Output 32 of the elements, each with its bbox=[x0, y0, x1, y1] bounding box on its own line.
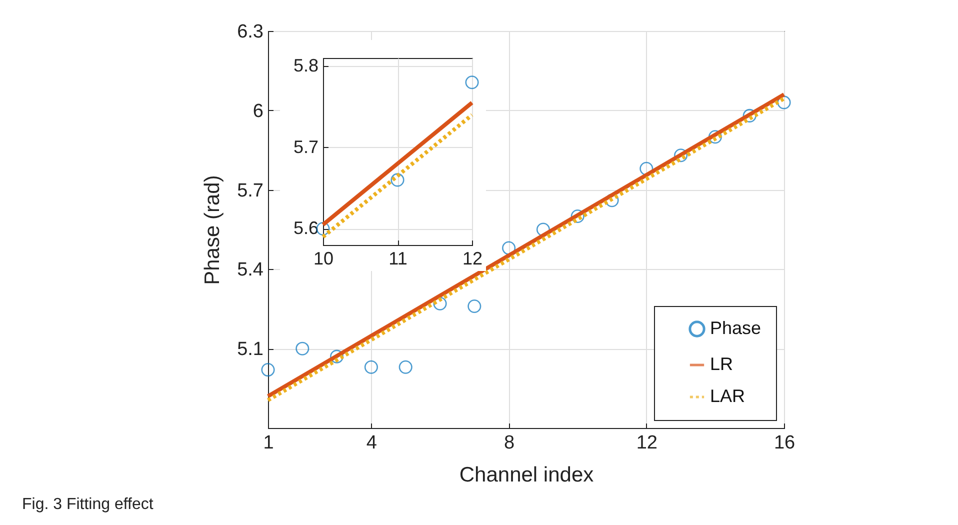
y-tick-label: 5.7 bbox=[237, 180, 264, 202]
x-tick-label: 1 bbox=[263, 432, 274, 454]
point bbox=[390, 173, 404, 187]
point bbox=[570, 210, 584, 224]
caption: Fig. 3 Fitting effect bbox=[22, 496, 154, 514]
point bbox=[330, 350, 344, 364]
point bbox=[708, 130, 722, 144]
y-axis-title: Phase (rad) bbox=[201, 175, 224, 285]
x-tick-label: 11 bbox=[388, 248, 408, 268]
legend-label: Phase bbox=[710, 318, 762, 338]
y-tick-label: 6.3 bbox=[237, 22, 264, 42]
x-tick-label: 16 bbox=[774, 432, 796, 454]
x-tick-label: 4 bbox=[366, 432, 378, 454]
y-tick-label: 5.4 bbox=[237, 260, 264, 281]
y-tick-label: 6 bbox=[252, 100, 264, 122]
point bbox=[364, 360, 378, 374]
x-tick-label: 10 bbox=[313, 248, 334, 268]
y-tick-label: 5.1 bbox=[237, 339, 264, 360]
point bbox=[261, 363, 275, 377]
legend-label: LAR bbox=[710, 386, 746, 406]
y-tick-label: 5.8 bbox=[293, 56, 318, 76]
x-axis-title: Channel index bbox=[459, 464, 594, 486]
point bbox=[296, 342, 310, 356]
x-tick-label: 8 bbox=[504, 432, 515, 454]
x-tick-label: 12 bbox=[462, 248, 483, 268]
point bbox=[465, 76, 479, 90]
x-tick-label: 12 bbox=[636, 432, 658, 454]
legend-label: LR bbox=[710, 354, 734, 374]
y-tick-label: 5.7 bbox=[293, 136, 318, 157]
point bbox=[468, 299, 482, 314]
point bbox=[398, 360, 412, 374]
point bbox=[674, 148, 688, 162]
